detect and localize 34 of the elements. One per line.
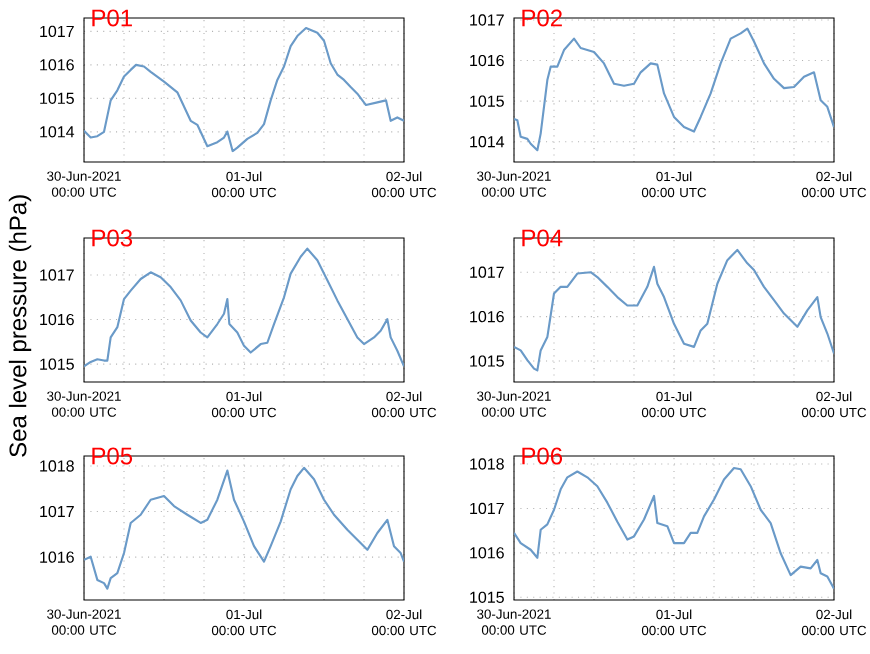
y-tick-label: 1016 xyxy=(470,547,504,559)
y-tick-label: 1016 xyxy=(40,59,74,71)
y-tick-label: 1016 xyxy=(470,310,504,323)
y-tick-label: 1015 xyxy=(470,95,504,107)
y-tick-label: 1017 xyxy=(470,14,504,26)
line-series xyxy=(84,247,404,368)
y-tick-label: 1016 xyxy=(40,313,74,326)
y-tick-label: 1015 xyxy=(40,92,74,105)
chart-title: P05 xyxy=(92,447,133,465)
line-series xyxy=(84,466,404,590)
y-tick-label: 1016 xyxy=(40,551,74,563)
line-series xyxy=(514,466,834,590)
line-series xyxy=(84,26,404,153)
y-tick-label: 1017 xyxy=(40,505,74,518)
y-tick-label: 1018 xyxy=(470,458,504,470)
y-tick-label: 1017 xyxy=(40,25,74,38)
chart-title: P01 xyxy=(92,9,132,27)
line-series xyxy=(514,248,834,372)
chart-title: P06 xyxy=(522,447,563,465)
y-tick-label: 1017 xyxy=(40,269,74,281)
y-tick-label: 1017 xyxy=(470,266,504,278)
y-tick-label: 1015 xyxy=(470,355,504,367)
chart-title: P03 xyxy=(92,229,133,247)
y-tick-label: 1014 xyxy=(470,136,505,148)
y-tick-label: 1018 xyxy=(40,460,74,472)
y-tick-label: 1017 xyxy=(470,502,504,515)
line-series xyxy=(514,27,834,152)
y-tick-label: 1014 xyxy=(40,126,75,138)
y-tick-label: 1016 xyxy=(470,54,504,67)
chart-title: P02 xyxy=(522,9,562,27)
chart-title: P04 xyxy=(522,229,563,247)
y-axis-title: Sea level pressure (hPa) xyxy=(8,195,32,457)
y-tick-label: 1015 xyxy=(40,358,74,370)
y-tick-label: 1015 xyxy=(470,591,504,603)
